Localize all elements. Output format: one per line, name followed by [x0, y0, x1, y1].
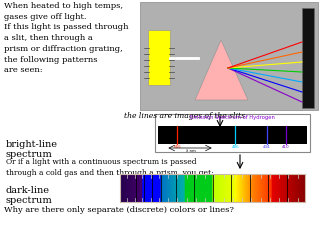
Bar — [302, 8, 314, 108]
Text: When heated to high temps,
gases give off light.
If this light is passed through: When heated to high temps, gases give of… — [4, 2, 129, 74]
Text: Or if a light with a continuous spectrum is passed
through a cold gas and then t: Or if a light with a continuous spectrum… — [6, 158, 214, 177]
Text: Why are there only separate (discrete) colors or lines?: Why are there only separate (discrete) c… — [4, 206, 234, 214]
Text: λ nm: λ nm — [186, 150, 196, 154]
Bar — [155, 114, 310, 152]
Bar — [158, 126, 307, 144]
Text: dark-line
spectrum: dark-line spectrum — [6, 186, 53, 205]
Bar — [140, 2, 318, 110]
Text: the lines are images of the slits: the lines are images of the slits — [124, 112, 245, 120]
Polygon shape — [195, 40, 248, 100]
Text: 434: 434 — [263, 145, 271, 149]
Text: Emission Spectrum of Hydrogen: Emission Spectrum of Hydrogen — [190, 115, 275, 120]
Bar — [148, 30, 170, 85]
Text: 486: 486 — [232, 145, 239, 149]
Text: 656: 656 — [173, 145, 181, 149]
Text: bright-line
spectrum: bright-line spectrum — [6, 140, 58, 159]
Text: 410: 410 — [282, 145, 290, 149]
